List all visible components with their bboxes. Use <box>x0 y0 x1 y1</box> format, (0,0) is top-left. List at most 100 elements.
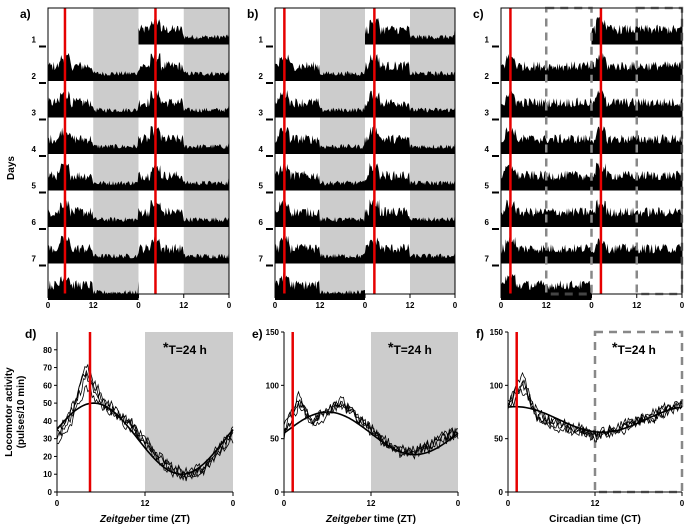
activity-trace-row-4 <box>48 126 229 154</box>
period-annotation: *T=24 h <box>612 339 656 357</box>
x-axis-title: Zeitgeber time (ZT) <box>325 514 416 525</box>
y-tick-label: 60 <box>43 381 52 390</box>
x-axis-title: Zeitgeber time (ZT) <box>99 514 190 525</box>
activity-trace-row-3 <box>48 89 229 118</box>
panel-letter: e) <box>252 327 263 341</box>
day-label: 2 <box>259 72 264 81</box>
y-tick-label: 70 <box>43 364 52 373</box>
y-tick-label: 100 <box>490 381 504 390</box>
fitted-curve <box>56 402 234 476</box>
y-tick-label: 150 <box>490 328 504 337</box>
day-label: 1 <box>259 36 264 45</box>
y-tick-label: 150 <box>266 328 280 337</box>
y-tick-label: 100 <box>266 381 280 390</box>
day-label: 6 <box>259 218 264 227</box>
x-tick-label: 0 <box>453 301 458 310</box>
day-label: 1 <box>32 36 37 45</box>
x-tick-label: 0 <box>46 301 51 310</box>
annotation-text: T=24 h <box>617 343 655 357</box>
x-tick-label: 12 <box>179 301 188 310</box>
activity-trace-row-6 <box>48 199 229 227</box>
series-line-2 <box>56 363 234 482</box>
profile-0: 0 10 20 30 40 50 60 70 80 0 12 0 *T=24 h Zeitgeber ti… <box>25 327 236 525</box>
y-tick-label: 0 <box>48 488 53 497</box>
day-label: 6 <box>32 218 37 227</box>
x-tick-label: 12 <box>632 301 641 310</box>
y-tick-label: 10 <box>43 470 52 479</box>
fitted-curve <box>507 405 683 434</box>
y-axis-title-line1: Locomotor activity <box>4 367 15 457</box>
y-tick-label: 80 <box>43 346 52 355</box>
day-label: 6 <box>485 218 490 227</box>
period-annotation: *T=24 h <box>388 339 432 357</box>
series-line-4 <box>56 369 234 476</box>
day-label: 2 <box>32 72 37 81</box>
activity-trace-row-7 <box>275 235 455 264</box>
day-label: 3 <box>259 109 264 118</box>
x-tick-label: 0 <box>227 301 232 310</box>
day-label: 5 <box>32 182 37 191</box>
day-label: 3 <box>485 109 490 118</box>
y-tick-label: 50 <box>43 399 52 408</box>
x-tick-label: 0 <box>231 499 236 508</box>
activity-trace-row-2 <box>275 54 455 81</box>
x-tick-label: 0 <box>589 301 594 310</box>
x-tick-label: 0 <box>499 301 504 310</box>
day-label: 7 <box>259 255 264 264</box>
annotation-star: * <box>163 339 169 355</box>
series-line-3 <box>56 384 234 482</box>
x-axis-title-rest: time (ZT) <box>371 514 416 525</box>
x-tick-label: 12 <box>89 301 98 310</box>
activity-trace-row-1 <box>138 17 229 45</box>
activity-trace-row-8 <box>275 272 365 300</box>
x-tick-label: 12 <box>141 499 150 508</box>
day-label: 4 <box>259 145 264 154</box>
y-tick-label: 50 <box>494 435 503 444</box>
day-label: 4 <box>32 145 37 154</box>
panel-letter: a) <box>20 7 31 21</box>
dark-phase-shading <box>371 332 458 492</box>
x-tick-label: 12 <box>542 301 551 310</box>
day-label: 5 <box>485 182 490 191</box>
activity-trace-row-3 <box>275 89 455 118</box>
annotation-text: T=24 h <box>168 343 206 357</box>
y-tick-label: 40 <box>43 417 52 426</box>
annotation-text: T=24 h <box>393 343 431 357</box>
annotation-star: * <box>388 339 394 355</box>
panel-letter: f) <box>476 327 484 341</box>
y-tick-label: 0 <box>275 488 280 497</box>
x-tick-label: 0 <box>456 499 461 508</box>
y-tick-label: 50 <box>270 435 279 444</box>
fitted-curve <box>283 411 459 456</box>
day-label: 2 <box>485 72 490 81</box>
day-label: 7 <box>32 255 37 264</box>
y-axis-title-days: Days <box>6 156 17 180</box>
activity-trace-row-4 <box>275 126 455 154</box>
period-annotation: *T=24 h <box>163 339 207 357</box>
x-tick-label: 0 <box>506 499 511 508</box>
y-tick-label: 20 <box>43 452 52 461</box>
activity-trace-row-6 <box>275 199 455 227</box>
day-label: 5 <box>259 182 264 191</box>
activity-trace-row-1 <box>591 16 682 45</box>
subjective-night-box <box>593 330 684 494</box>
y-axis-title-line2: (pulses/10 min) <box>16 376 27 449</box>
y-tick-label: 30 <box>43 435 52 444</box>
series-line-1 <box>507 380 683 439</box>
x-axis-title-italic: Zeitgeber <box>325 514 372 525</box>
x-tick-label: 12 <box>367 499 376 508</box>
activity-trace-row-7 <box>48 235 229 264</box>
x-tick-label: 0 <box>282 499 287 508</box>
x-tick-label: 0 <box>55 499 60 508</box>
day-label: 4 <box>485 145 490 154</box>
day-label: 1 <box>485 36 490 45</box>
activity-trace-row-2 <box>48 53 229 81</box>
profile-1: 0 50 100 150 0 12 0 *T=24 h Zeitgeber time (ZT) e… <box>252 327 461 525</box>
x-tick-label: 12 <box>316 301 325 310</box>
x-tick-label: 0 <box>363 301 368 310</box>
x-axis-title-italic: Zeitgeber <box>99 514 146 525</box>
